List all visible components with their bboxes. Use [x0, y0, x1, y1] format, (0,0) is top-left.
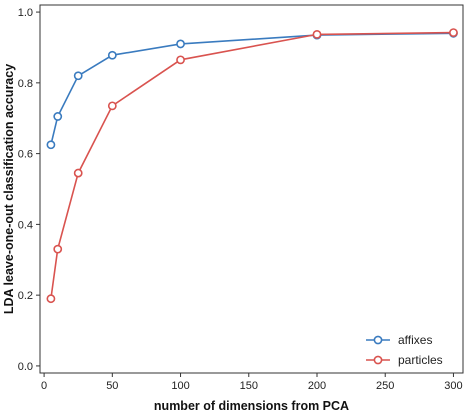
data-point-particles — [107, 101, 117, 111]
y-axis-title: LDA leave-one-out classification accurac… — [2, 64, 16, 314]
data-point-affixes — [73, 71, 83, 81]
x-tick-label: 0 — [41, 380, 47, 392]
x-axis: 0 50 100 150 200 250 300 — [41, 373, 463, 392]
legend-label: particles — [398, 353, 443, 367]
data-point-particles — [46, 294, 56, 304]
x-tick-label: 100 — [171, 380, 189, 392]
data-point-particles — [449, 28, 458, 37]
legend-label: affixes — [398, 333, 432, 347]
data-point-particles — [312, 29, 322, 39]
x-tick-label: 300 — [444, 380, 462, 392]
legend-key-marker — [373, 355, 383, 365]
legend-item-affixes: affixes — [366, 333, 432, 347]
data-point-affixes — [46, 140, 56, 150]
y-tick-label: 0.0 — [18, 361, 33, 373]
series-layer — [46, 28, 458, 304]
y-tick-label: 0.6 — [18, 149, 33, 161]
x-tick-label: 250 — [376, 380, 394, 392]
series-line-particles — [50, 31, 454, 299]
data-point-affixes — [176, 39, 185, 49]
data-point-particles — [53, 244, 63, 254]
plot-panel — [39, 4, 464, 374]
series-particles — [46, 28, 458, 304]
legend-item-particles: particles — [366, 353, 443, 367]
data-point-particles — [73, 168, 83, 178]
data-point-particles — [176, 55, 185, 65]
series-affixes — [46, 28, 458, 150]
data-point-affixes — [53, 112, 63, 121]
y-axis: 0.0 0.2 0.4 0.6 0.8 1.0 — [18, 7, 40, 373]
x-axis-title: number of dimensions from PCA — [154, 399, 349, 413]
y-tick-label: 0.2 — [18, 290, 33, 302]
y-tick-label: 0.4 — [18, 219, 33, 231]
x-tick-label: 150 — [240, 380, 258, 392]
y-tick-label: 1.0 — [18, 7, 33, 19]
legend: affixes particles — [366, 333, 443, 367]
legend-key-marker — [373, 335, 383, 345]
series-line-affixes — [50, 32, 454, 145]
data-point-affixes — [107, 50, 117, 60]
y-tick-label: 0.8 — [18, 78, 33, 90]
x-tick-label: 200 — [308, 380, 326, 392]
x-tick-label: 50 — [106, 380, 118, 392]
